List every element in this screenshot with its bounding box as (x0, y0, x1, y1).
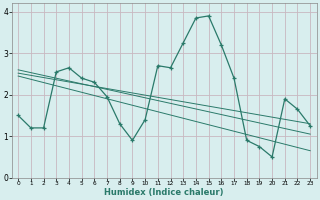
X-axis label: Humidex (Indice chaleur): Humidex (Indice chaleur) (104, 188, 224, 197)
